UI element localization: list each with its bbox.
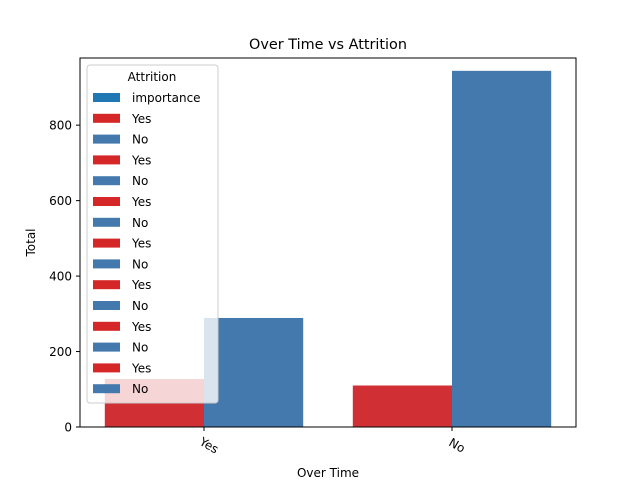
legend-entry-label: No — [132, 133, 148, 147]
legend-entry-label: Yes — [131, 153, 151, 167]
legend-swatch — [93, 217, 120, 227]
y-tick-label: 200 — [49, 345, 72, 359]
legend-swatch — [93, 280, 120, 290]
legend-entry-label: No — [132, 216, 148, 230]
legend-entry-label: No — [132, 299, 148, 313]
y-tick-label: 400 — [49, 270, 72, 284]
legend-swatch — [93, 342, 120, 352]
legend-swatch — [93, 155, 120, 165]
legend-entry-label: Yes — [131, 320, 151, 334]
legend-entry-label: importance — [132, 91, 201, 105]
legend[interactable]: Attrition importance Yes No Yes No Yes No Yes No Y… — [86, 64, 219, 404]
y-tick-label: 0 — [64, 421, 72, 435]
legend-entry-label: Yes — [131, 278, 151, 292]
legend-box — [86, 64, 219, 404]
bar-no-yes — [352, 385, 452, 427]
y-axis-label: Total — [24, 228, 38, 257]
legend-entry-label: No — [132, 174, 148, 188]
legend-swatch — [93, 363, 120, 373]
bar-yes-no — [204, 317, 304, 427]
legend-entry-label: Yes — [131, 112, 151, 126]
legend-entry-label: No — [132, 341, 148, 355]
legend-swatch — [93, 93, 120, 102]
legend-entry-label: Yes — [131, 237, 151, 251]
legend-entry-label: No — [132, 257, 148, 271]
legend-swatch — [93, 197, 120, 206]
legend-swatch — [93, 384, 120, 394]
legend-swatch — [93, 301, 120, 310]
y-axis: 0 200 400 600 800 — [49, 119, 80, 435]
legend-swatch — [93, 259, 120, 269]
bar-no-no — [452, 70, 552, 427]
legend-swatch — [93, 238, 120, 248]
legend-title: Attrition — [128, 70, 177, 84]
legend-entry-label: No — [132, 382, 148, 396]
legend-entry-label: Yes — [131, 361, 151, 375]
legend-entry-label: Yes — [131, 195, 151, 209]
legend-swatch — [93, 113, 120, 123]
y-tick-label: 800 — [49, 119, 72, 133]
legend-swatch — [93, 134, 120, 144]
chart-title: Over Time vs Attrition — [249, 37, 407, 53]
plot-frame — [79, 57, 577, 428]
legend-swatch — [93, 176, 120, 186]
y-tick-label: 600 — [49, 194, 72, 208]
x-axis-label: Over Time — [297, 466, 359, 480]
legend-swatch — [93, 321, 120, 331]
